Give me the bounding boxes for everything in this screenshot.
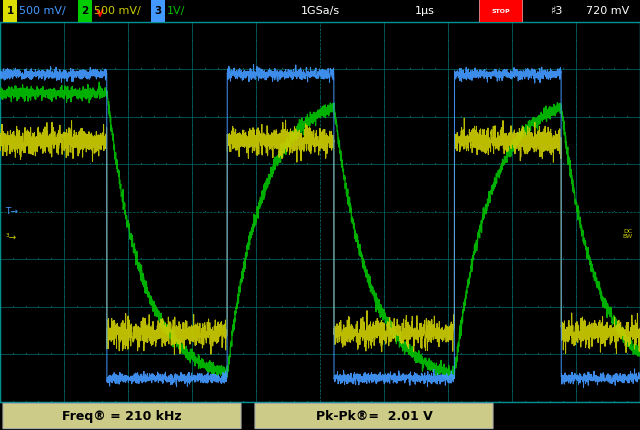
Text: Freq® = 210 kHz: Freq® = 210 kHz [62, 409, 182, 423]
Text: DC
BW: DC BW [622, 229, 632, 239]
Text: 3: 3 [154, 6, 162, 16]
FancyBboxPatch shape [479, 0, 522, 32]
Text: ♯3: ♯3 [550, 6, 562, 16]
Text: 1V/: 1V/ [167, 6, 186, 16]
FancyBboxPatch shape [151, 0, 165, 43]
FancyBboxPatch shape [3, 403, 241, 429]
Text: ³→: ³→ [5, 232, 16, 241]
Text: STOP: STOP [492, 9, 510, 14]
Text: 500 mV/: 500 mV/ [19, 6, 66, 16]
Text: 1GSa/s: 1GSa/s [300, 6, 340, 16]
Text: 2: 2 [81, 6, 88, 16]
Text: 1: 1 [6, 6, 13, 16]
Text: T→: T→ [5, 207, 18, 216]
FancyBboxPatch shape [255, 403, 493, 429]
Text: 500 mV/: 500 mV/ [94, 6, 141, 16]
FancyBboxPatch shape [78, 0, 92, 43]
Text: Pk-Pk®=  2.01 V: Pk-Pk®= 2.01 V [316, 409, 433, 423]
Text: 720 mV: 720 mV [586, 6, 630, 16]
FancyBboxPatch shape [3, 0, 17, 43]
Text: 1μs: 1μs [415, 6, 435, 16]
